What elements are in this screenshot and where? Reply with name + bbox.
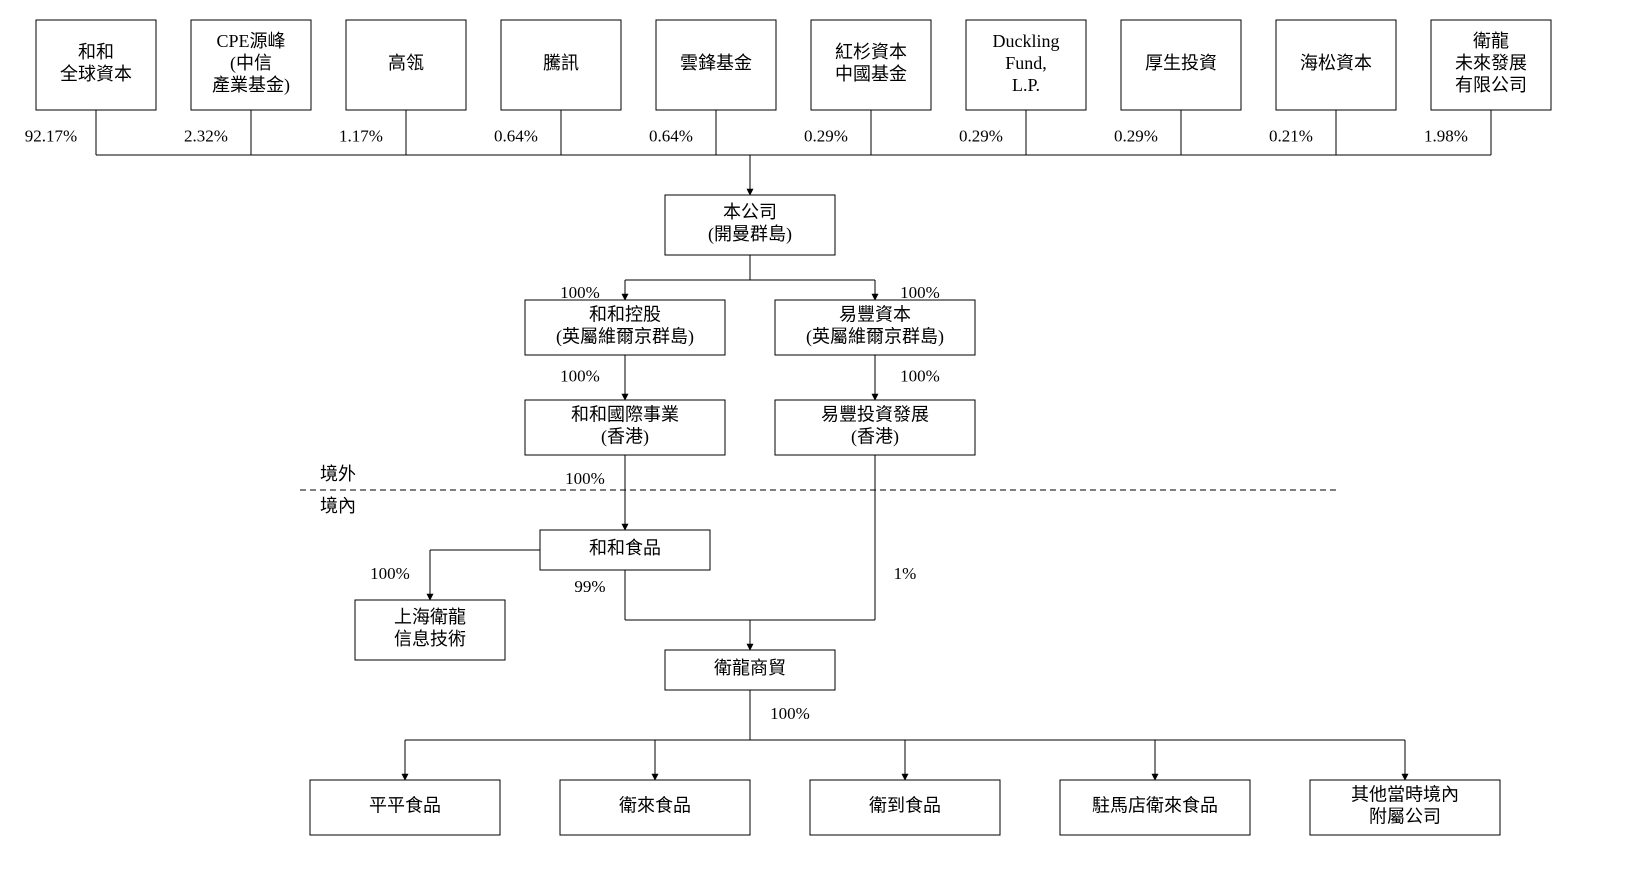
pct-label: 100% [560,366,600,385]
shareholder-2-label: 產業基金) [212,75,290,96]
pct-label: 1.98% [1424,126,1468,145]
shareholder-10-label: 有限公司 [1455,75,1527,95]
pct-label: 境內 [320,496,356,516]
shareholder-7-label: Duckling [993,31,1060,51]
bvi-right-label: 易豐資本 [839,305,911,325]
shareholder-3-label: 高瓴 [388,53,424,73]
shareholder-6-label: 紅杉資本 [835,42,907,62]
shanghai-weilong-label: 信息技術 [394,629,466,649]
hehe-food-label: 和和食品 [589,538,661,558]
hk-left-label: (香港) [601,427,649,448]
pct-label: 100% [565,469,605,488]
shareholder-9-label: 海松資本 [1300,53,1372,73]
pct-label: 0.29% [1114,126,1158,145]
shareholder-2-label: (中信 [230,53,272,74]
pct-label: 100% [560,283,600,302]
pct-label: 100% [770,704,810,723]
pct-label: 0.64% [649,126,693,145]
subsidiary-5-label: 附屬公司 [1369,807,1441,827]
pct-label: 92.17% [25,126,77,145]
shareholder-8-label: 厚生投資 [1145,53,1217,73]
bvi-right-label: (英屬維爾京群島) [806,327,944,348]
pct-label: 100% [900,366,940,385]
company-label: (開曼群島) [708,224,792,245]
shareholder-7-label: Fund, [1005,53,1047,73]
pct-label: 1.17% [339,126,383,145]
shareholder-6-label: 中國基金 [835,64,907,84]
hk-right-label: 易豐投資發展 [821,405,929,425]
subsidiary-2-label: 衛來食品 [619,796,691,816]
pct-label: 0.29% [959,126,1003,145]
hk-left-label: 和和國際事業 [571,405,679,425]
shareholder-1-label: 和和 [78,42,114,62]
hk-right-label: (香港) [851,427,899,448]
pct-label: 境外 [320,464,356,484]
shareholder-5-label: 雲鋒基金 [680,53,752,73]
pct-label: 100% [900,283,940,302]
pct-label: 0.21% [1269,126,1313,145]
shareholder-10-label: 衛龍 [1473,31,1509,51]
subsidiary-3-label: 衛到食品 [869,796,941,816]
pct-label: 0.29% [804,126,848,145]
pct-label: 100% [370,564,410,583]
pct-label: 99% [574,577,605,596]
subsidiary-5-label: 其他當時境內 [1351,785,1459,805]
pct-label: 2.32% [184,126,228,145]
shareholder-1-label: 全球資本 [60,64,132,84]
subsidiary-4-label: 駐馬店衛來食品 [1092,796,1218,816]
pct-label: 0.64% [494,126,538,145]
weilong-trade-label: 衛龍商貿 [714,658,786,678]
company-label: 本公司 [723,202,777,222]
shareholder-2-label: CPE源峰 [216,31,285,51]
pct-label: 1% [894,564,917,583]
shanghai-weilong-label: 上海衛龍 [394,607,466,627]
bvi-left-label: 和和控股 [589,305,661,325]
subsidiary-1-label: 平平食品 [369,796,441,816]
shareholder-7-label: L.P. [1012,75,1040,95]
shareholder-10-label: 未來發展 [1455,53,1527,73]
shareholder-4-label: 騰訊 [543,53,579,73]
bvi-left-label: (英屬維爾京群島) [556,327,694,348]
